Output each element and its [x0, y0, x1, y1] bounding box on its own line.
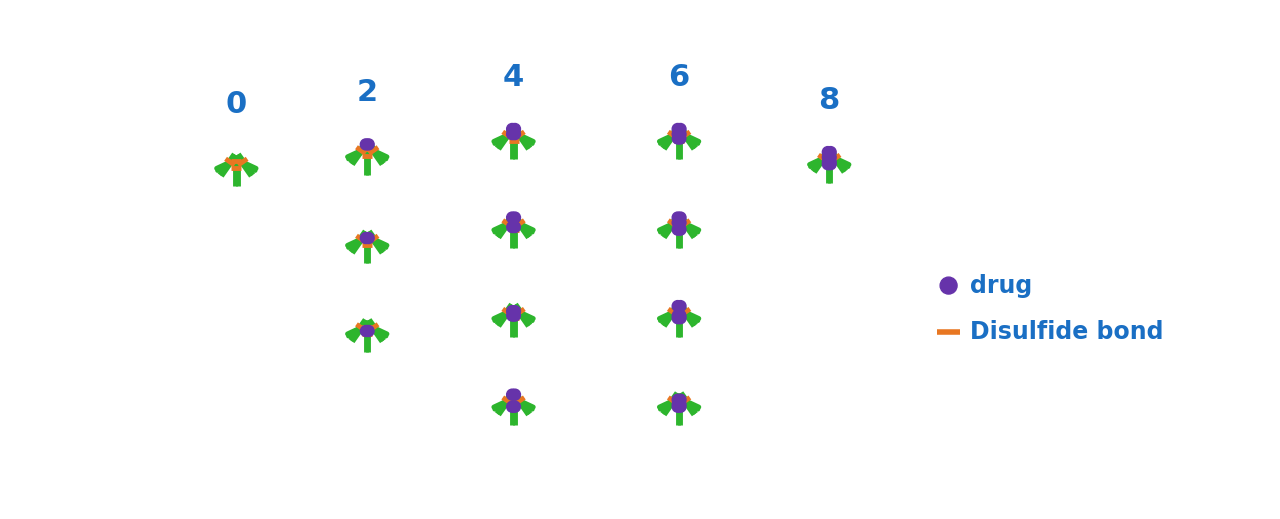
- Circle shape: [509, 129, 521, 140]
- Circle shape: [675, 217, 686, 228]
- Text: 6: 6: [668, 63, 690, 92]
- Text: drug: drug: [970, 274, 1033, 297]
- Circle shape: [509, 490, 521, 501]
- Circle shape: [361, 233, 371, 243]
- Circle shape: [507, 401, 517, 412]
- Text: Disulfide bond: Disulfide bond: [970, 320, 1164, 344]
- Circle shape: [826, 152, 836, 162]
- Circle shape: [675, 133, 686, 144]
- Circle shape: [675, 224, 686, 235]
- Circle shape: [672, 401, 684, 412]
- Circle shape: [823, 156, 833, 167]
- Circle shape: [675, 124, 686, 134]
- Circle shape: [826, 156, 836, 167]
- Circle shape: [507, 306, 517, 317]
- Circle shape: [509, 212, 521, 223]
- Circle shape: [509, 222, 521, 233]
- Circle shape: [509, 306, 521, 317]
- Text: 2: 2: [357, 78, 378, 107]
- Circle shape: [822, 152, 833, 162]
- Circle shape: [675, 212, 686, 223]
- Circle shape: [675, 312, 686, 324]
- Circle shape: [507, 222, 517, 233]
- Circle shape: [675, 129, 686, 140]
- Circle shape: [364, 139, 374, 150]
- Circle shape: [507, 124, 517, 134]
- Circle shape: [509, 487, 521, 498]
- Circle shape: [507, 389, 517, 400]
- Circle shape: [675, 310, 686, 321]
- Circle shape: [672, 212, 684, 223]
- Circle shape: [361, 139, 371, 150]
- Circle shape: [507, 490, 517, 501]
- Circle shape: [675, 394, 686, 405]
- Circle shape: [509, 310, 521, 321]
- Circle shape: [826, 159, 836, 170]
- Circle shape: [672, 310, 684, 321]
- Circle shape: [672, 224, 684, 235]
- Circle shape: [675, 301, 686, 311]
- Circle shape: [364, 233, 374, 243]
- Circle shape: [507, 129, 517, 140]
- Text: 8: 8: [819, 86, 840, 115]
- Circle shape: [826, 146, 836, 158]
- Circle shape: [822, 146, 833, 158]
- Circle shape: [507, 487, 517, 498]
- Circle shape: [675, 401, 686, 412]
- Circle shape: [672, 133, 684, 144]
- Circle shape: [672, 312, 684, 324]
- Circle shape: [672, 217, 684, 228]
- Circle shape: [361, 325, 371, 336]
- Circle shape: [364, 325, 374, 336]
- Circle shape: [509, 389, 521, 400]
- Text: 4: 4: [503, 63, 525, 92]
- Circle shape: [509, 401, 521, 412]
- Circle shape: [822, 159, 833, 170]
- Circle shape: [672, 394, 684, 405]
- Text: 0: 0: [225, 90, 247, 119]
- Circle shape: [940, 277, 957, 294]
- Circle shape: [672, 301, 684, 311]
- Circle shape: [509, 124, 521, 134]
- Circle shape: [672, 124, 684, 134]
- Circle shape: [507, 310, 517, 321]
- Circle shape: [507, 212, 517, 223]
- Circle shape: [672, 129, 684, 140]
- Circle shape: [672, 399, 684, 409]
- Circle shape: [675, 399, 686, 409]
